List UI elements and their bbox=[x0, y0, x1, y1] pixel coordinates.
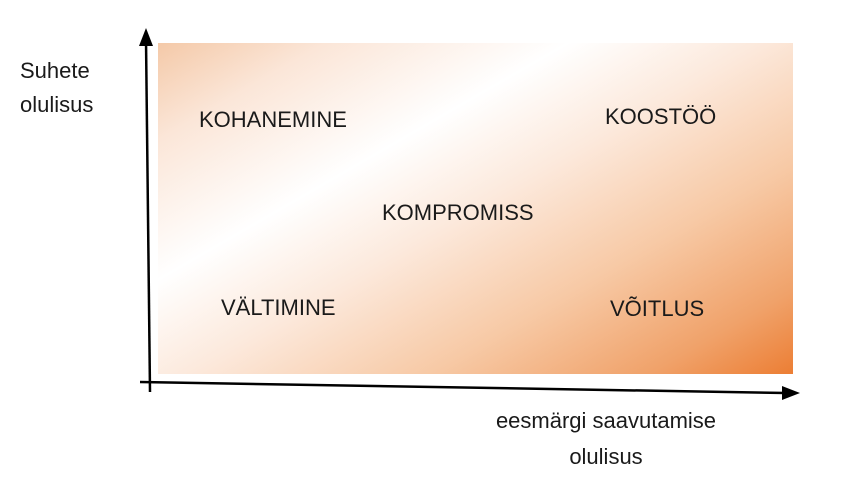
strategy-grid-background bbox=[158, 43, 793, 374]
y-axis-arrowhead bbox=[139, 28, 153, 46]
quadrant-top-left-label: KOHANEMINE bbox=[199, 107, 347, 132]
y-axis-label-line2: olulisus bbox=[20, 92, 94, 117]
x-axis-label-line1: eesmärgi saavutamise bbox=[495, 408, 717, 433]
y-axis-line bbox=[144, 39, 152, 393]
y-axis-label: Suhete olulisus bbox=[20, 54, 93, 122]
quadrant-bottom-left-label: VÄLTIMINE bbox=[221, 295, 336, 320]
quadrant-top-right-label: KOOSTÖÖ bbox=[605, 104, 717, 129]
quadrant-center-label: KOMPROMISS bbox=[382, 200, 534, 225]
x-axis-line bbox=[139, 380, 787, 395]
x-axis-label-line2: olulisus bbox=[569, 444, 643, 469]
x-axis-label: eesmärgi saavutamise olulisus bbox=[470, 403, 742, 475]
quadrant-bottom-right-label: VÕITLUS bbox=[610, 296, 705, 321]
y-axis-label-line1: Suhete bbox=[20, 58, 90, 83]
x-axis-arrowhead bbox=[782, 386, 800, 400]
